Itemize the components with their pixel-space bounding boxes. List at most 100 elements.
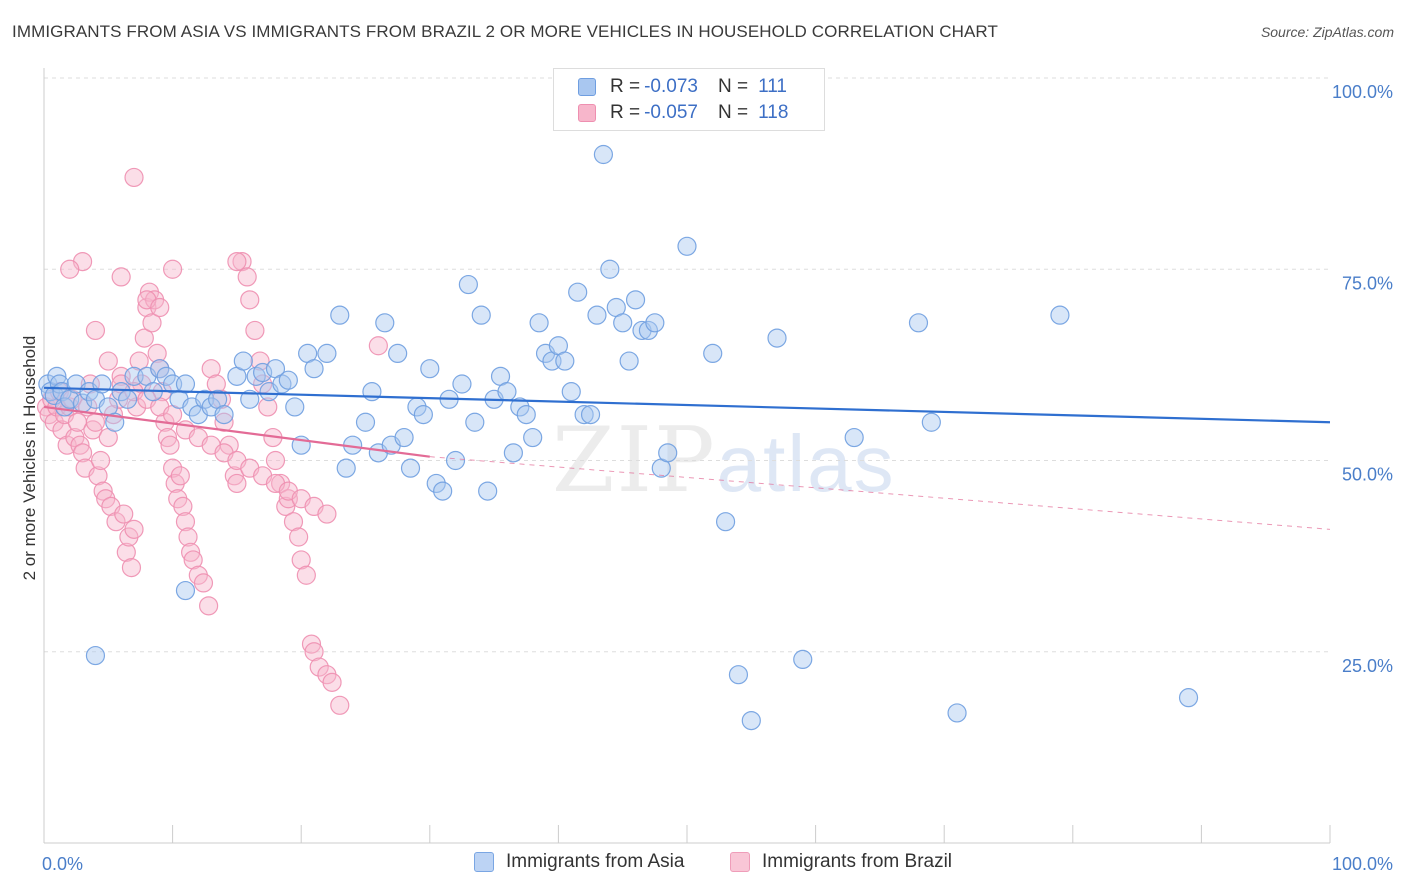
data-point-asia bbox=[336, 458, 356, 478]
data-point-asia bbox=[394, 427, 414, 448]
data-point-brazil bbox=[163, 458, 183, 478]
legend-stats: R = -0.073 N = 111 R = -0.057 N = 118 bbox=[553, 68, 825, 131]
data-point-asia bbox=[117, 389, 138, 409]
data-point-asia bbox=[253, 362, 273, 383]
data-point-asia bbox=[156, 366, 176, 386]
y-tick-label: 75.0% bbox=[1342, 273, 1393, 293]
data-point-asia bbox=[150, 359, 170, 379]
data-point-asia bbox=[510, 397, 530, 417]
data-point-asia bbox=[574, 405, 594, 425]
data-point-asia bbox=[555, 351, 575, 371]
trend-line-asia bbox=[43, 386, 1331, 424]
data-point-asia bbox=[233, 351, 253, 371]
data-point-asia bbox=[433, 481, 453, 501]
data-point-brazil bbox=[309, 657, 329, 677]
data-point-brazil bbox=[199, 596, 219, 616]
data-point-brazil bbox=[88, 466, 108, 486]
data-point-asia bbox=[580, 405, 601, 425]
data-point-asia bbox=[465, 412, 485, 432]
data-point-asia bbox=[767, 328, 787, 348]
data-point-brazil bbox=[245, 320, 265, 341]
data-point-asia bbox=[317, 343, 337, 363]
data-point-brazil bbox=[183, 550, 203, 570]
data-point-brazil bbox=[114, 504, 134, 524]
data-point-asia bbox=[728, 665, 749, 685]
data-point-asia bbox=[471, 305, 491, 325]
data-point-brazil bbox=[304, 642, 324, 662]
data-point-asia bbox=[478, 481, 498, 501]
data-point-asia bbox=[452, 374, 472, 394]
data-point-brazil bbox=[250, 351, 270, 371]
data-point-asia bbox=[677, 236, 697, 256]
data-point-asia bbox=[285, 397, 305, 417]
data-point-brazil bbox=[142, 313, 162, 333]
x-tick-label-max: 100.0% bbox=[1332, 854, 1393, 874]
data-point-brazil bbox=[178, 527, 198, 547]
data-point-asia bbox=[503, 443, 523, 463]
legend-row-brazil: R = -0.057 N = 118 bbox=[578, 101, 788, 125]
chart-title: IMMIGRANTS FROM ASIA VS IMMIGRANTS FROM … bbox=[12, 22, 998, 41]
data-point-brazil bbox=[258, 397, 278, 417]
data-point-asia bbox=[844, 427, 864, 448]
legend-item-asia[interactable]: Immigrants from Asia bbox=[474, 851, 684, 873]
data-point-brazil bbox=[85, 412, 106, 432]
data-point-brazil bbox=[227, 473, 247, 494]
data-point-brazil bbox=[72, 443, 93, 463]
data-point-brazil bbox=[106, 512, 126, 532]
data-point-asia bbox=[1178, 688, 1199, 708]
data-point-brazil bbox=[111, 267, 131, 287]
data-point-asia bbox=[175, 374, 196, 394]
y-tick-label: 25.0% bbox=[1342, 656, 1393, 676]
data-point-asia bbox=[330, 305, 350, 325]
data-point-asia bbox=[741, 710, 761, 731]
data-point-brazil bbox=[330, 695, 350, 715]
data-point-brazil bbox=[271, 473, 291, 494]
data-point-asia bbox=[703, 343, 723, 363]
data-point-brazil bbox=[227, 252, 247, 272]
x-ticks bbox=[43, 825, 1331, 843]
data-point-asia bbox=[375, 313, 395, 333]
source-credit: Source: ZipAtlas.com bbox=[1260, 24, 1394, 40]
data-point-brazil bbox=[170, 466, 190, 486]
series-brazil bbox=[36, 167, 388, 715]
data-point-asia bbox=[625, 290, 646, 310]
data-point-asia bbox=[529, 313, 549, 333]
data-point-asia bbox=[645, 313, 665, 333]
data-point-brazil bbox=[160, 435, 180, 455]
data-point-asia bbox=[497, 382, 517, 402]
data-point-asia bbox=[175, 580, 196, 601]
trend-line-brazil bbox=[43, 405, 430, 458]
n-label: N = bbox=[717, 76, 749, 97]
data-point-brazil bbox=[296, 565, 316, 585]
data-point-asia bbox=[600, 259, 620, 279]
data-point-brazil bbox=[317, 504, 337, 524]
data-point-brazil bbox=[90, 450, 111, 471]
brazil-legend-swatch bbox=[730, 852, 750, 872]
data-point-brazil bbox=[265, 450, 286, 471]
data-point-brazil bbox=[157, 427, 178, 448]
y-tick-label: 50.0% bbox=[1342, 465, 1393, 485]
legend-series: Immigrants from Asia Immigrants from Bra… bbox=[0, 851, 1406, 877]
data-point-brazil bbox=[276, 496, 296, 516]
asia-swatch bbox=[578, 78, 596, 96]
data-point-asia bbox=[658, 443, 678, 463]
data-point-asia bbox=[458, 274, 478, 295]
data-point-brazil bbox=[98, 351, 118, 371]
asia-legend-swatch bbox=[474, 852, 494, 872]
data-point-brazil bbox=[175, 512, 196, 532]
data-point-brazil bbox=[83, 420, 103, 440]
data-point-asia bbox=[355, 412, 376, 432]
legend-item-brazil[interactable]: Immigrants from Brazil bbox=[730, 851, 952, 873]
r-value: -0.057 bbox=[644, 102, 698, 123]
data-point-asia bbox=[715, 512, 736, 532]
data-point-brazil bbox=[150, 297, 170, 318]
data-point-asia bbox=[638, 320, 659, 341]
data-point-brazil bbox=[116, 542, 136, 562]
data-point-asia bbox=[388, 343, 408, 363]
watermark: ZIPatlas bbox=[552, 408, 896, 513]
data-point-asia bbox=[593, 144, 614, 165]
trend-lines bbox=[43, 386, 1331, 530]
data-point-asia bbox=[587, 305, 607, 325]
data-point-asia bbox=[400, 458, 421, 478]
